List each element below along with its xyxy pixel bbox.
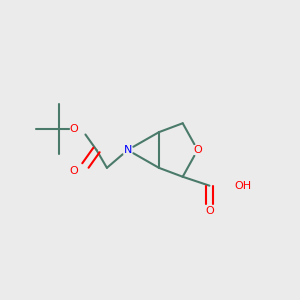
Text: O: O [205, 206, 214, 216]
Text: O: O [70, 124, 79, 134]
Text: OH: OH [235, 181, 252, 191]
Text: O: O [70, 166, 79, 176]
Text: N: N [124, 145, 132, 155]
Text: O: O [193, 145, 202, 155]
